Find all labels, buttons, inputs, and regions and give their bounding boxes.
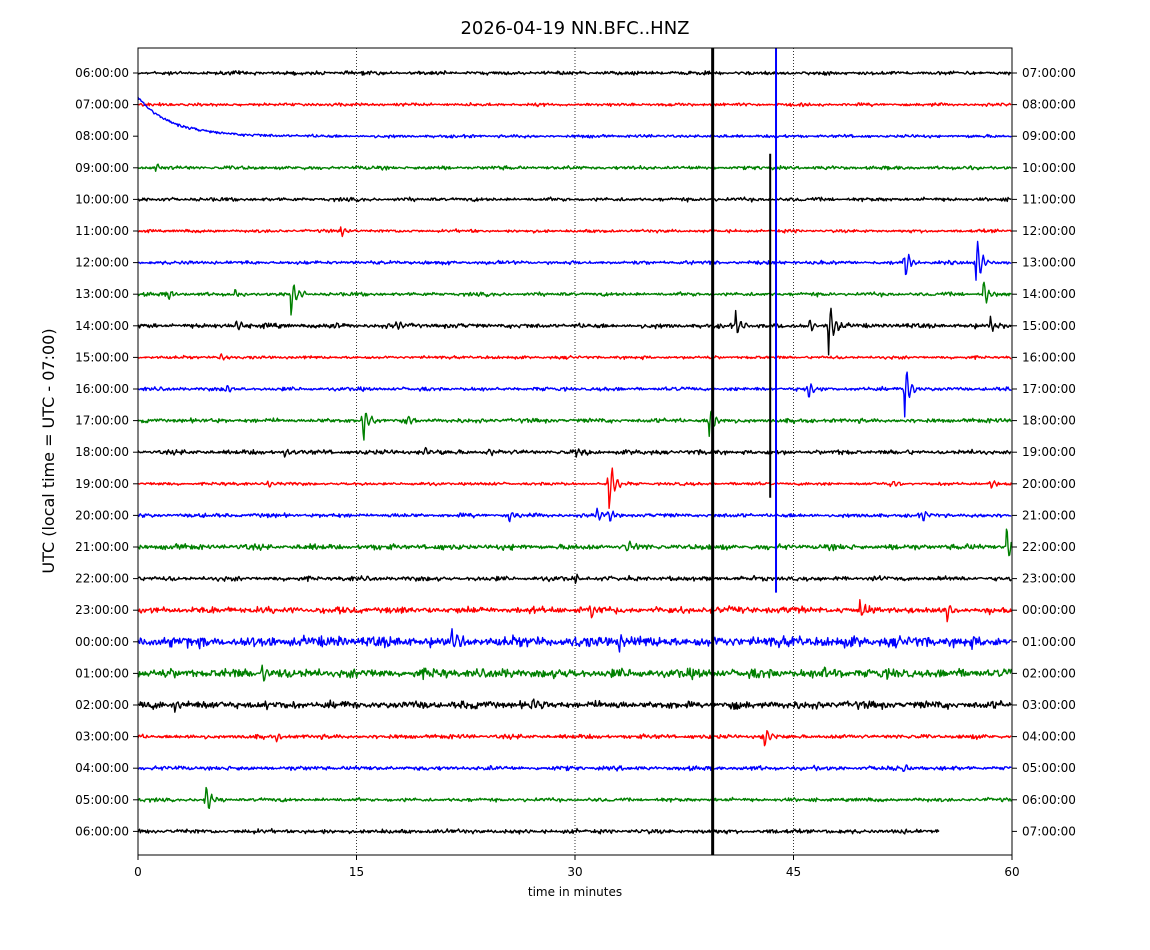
y-axis-label: UTC (local time = UTC - 07:00)	[39, 328, 58, 573]
y-tick-label-right: 04:00:00	[1022, 730, 1076, 744]
chart-title: 2026-04-19 NN.BFC..HNZ	[460, 18, 689, 39]
trace-19	[137, 664, 1012, 682]
y-tick-label-left: 08:00:00	[75, 129, 129, 143]
y-tick-label-left: 10:00:00	[75, 192, 129, 206]
y-tick-label-right: 19:00:00	[1022, 445, 1076, 459]
trace-7	[137, 281, 1012, 316]
y-tick-label-right: 10:00:00	[1022, 161, 1076, 175]
x-tick-label: 60	[1004, 865, 1019, 879]
trace-14	[137, 507, 1012, 523]
trace-12	[137, 446, 1012, 458]
y-tick-label-right: 09:00:00	[1022, 129, 1076, 143]
trace-5	[137, 226, 1012, 238]
trace-11	[137, 410, 1012, 441]
y-tick-label-right: 13:00:00	[1022, 256, 1076, 270]
y-tick-label-right: 02:00:00	[1022, 666, 1076, 680]
y-tick-label-left: 23:00:00	[75, 603, 129, 617]
y-tick-label-left: 02:00:00	[75, 698, 129, 712]
axis-ticks: 0 15 30 45 60 06:00:00 07:00:00 07:00:00 08:00:0…	[75, 66, 1076, 879]
seismic-traces	[137, 70, 1012, 835]
trace-4	[137, 196, 1012, 203]
large-events	[711, 48, 778, 855]
y-tick-label-left: 11:00:00	[75, 224, 129, 238]
y-tick-label-right: 23:00:00	[1022, 572, 1076, 586]
trace-22	[137, 764, 1012, 772]
x-tick-label: 30	[567, 865, 582, 879]
trace-1	[137, 101, 1012, 108]
y-tick-label-right: 16:00:00	[1022, 350, 1076, 364]
y-tick-label-right: 03:00:00	[1022, 698, 1076, 712]
y-tick-label-left: 09:00:00	[75, 161, 129, 175]
y-tick-label-right: 05:00:00	[1022, 761, 1076, 775]
y-tick-label-right: 18:00:00	[1022, 414, 1076, 428]
trace-9	[137, 353, 1012, 361]
trace-16	[137, 573, 1012, 584]
y-tick-label-right: 07:00:00	[1022, 66, 1076, 80]
trace-13	[137, 467, 1012, 510]
y-tick-label-left: 17:00:00	[75, 414, 129, 428]
y-tick-label-left: 16:00:00	[75, 382, 129, 396]
y-tick-label-right: 08:00:00	[1022, 98, 1076, 112]
trace-6	[137, 240, 1012, 281]
y-tick-label-right: 14:00:00	[1022, 287, 1076, 301]
y-tick-label-left: 22:00:00	[75, 572, 129, 586]
y-tick-label-left: 04:00:00	[75, 761, 129, 775]
y-tick-label-left: 13:00:00	[75, 287, 129, 301]
y-tick-label-left: 18:00:00	[75, 445, 129, 459]
trace-21	[137, 730, 1012, 747]
y-tick-label-right: 00:00:00	[1022, 603, 1076, 617]
x-tick-label: 0	[134, 865, 142, 879]
trace-3	[137, 163, 1012, 172]
y-tick-label-right: 01:00:00	[1022, 635, 1076, 649]
x-tick-label: 15	[349, 865, 364, 879]
trace-0	[137, 70, 1012, 76]
y-tick-label-left: 05:00:00	[75, 793, 129, 807]
y-tick-label-left: 21:00:00	[75, 540, 129, 554]
trace-17	[137, 599, 1012, 623]
y-tick-label-left: 03:00:00	[75, 730, 129, 744]
y-tick-label-left: 12:00:00	[75, 256, 129, 270]
trace-8	[137, 307, 1012, 356]
x-tick-label: 45	[786, 865, 801, 879]
y-tick-label-right: 12:00:00	[1022, 224, 1076, 238]
trace-18	[137, 628, 1012, 653]
y-tick-label-right: 21:00:00	[1022, 508, 1076, 522]
y-tick-label-left: 07:00:00	[75, 98, 129, 112]
y-tick-label-left: 06:00:00	[75, 66, 129, 80]
trace-24	[137, 827, 940, 835]
y-tick-label-right: 20:00:00	[1022, 477, 1076, 491]
grid-lines	[356, 48, 794, 855]
y-tick-label-right: 17:00:00	[1022, 382, 1076, 396]
y-tick-label-right: 11:00:00	[1022, 192, 1076, 206]
x-axis-label: time in minutes	[528, 885, 622, 899]
y-tick-label-left: 00:00:00	[75, 635, 129, 649]
y-tick-label-left: 06:00:00	[75, 824, 129, 838]
y-tick-label-left: 01:00:00	[75, 666, 129, 680]
y-tick-label-left: 20:00:00	[75, 508, 129, 522]
y-tick-label-left: 14:00:00	[75, 319, 129, 333]
trace-23	[137, 786, 1012, 810]
y-tick-label-left: 19:00:00	[75, 477, 129, 491]
y-tick-label-right: 07:00:00	[1022, 824, 1076, 838]
trace-20	[137, 698, 1012, 713]
y-tick-label-right: 22:00:00	[1022, 540, 1076, 554]
trace-2	[137, 96, 1012, 139]
y-tick-label-right: 06:00:00	[1022, 793, 1076, 807]
y-tick-label-right: 15:00:00	[1022, 319, 1076, 333]
trace-10	[137, 371, 1012, 418]
y-tick-label-left: 15:00:00	[75, 350, 129, 364]
trace-15	[137, 528, 1012, 557]
